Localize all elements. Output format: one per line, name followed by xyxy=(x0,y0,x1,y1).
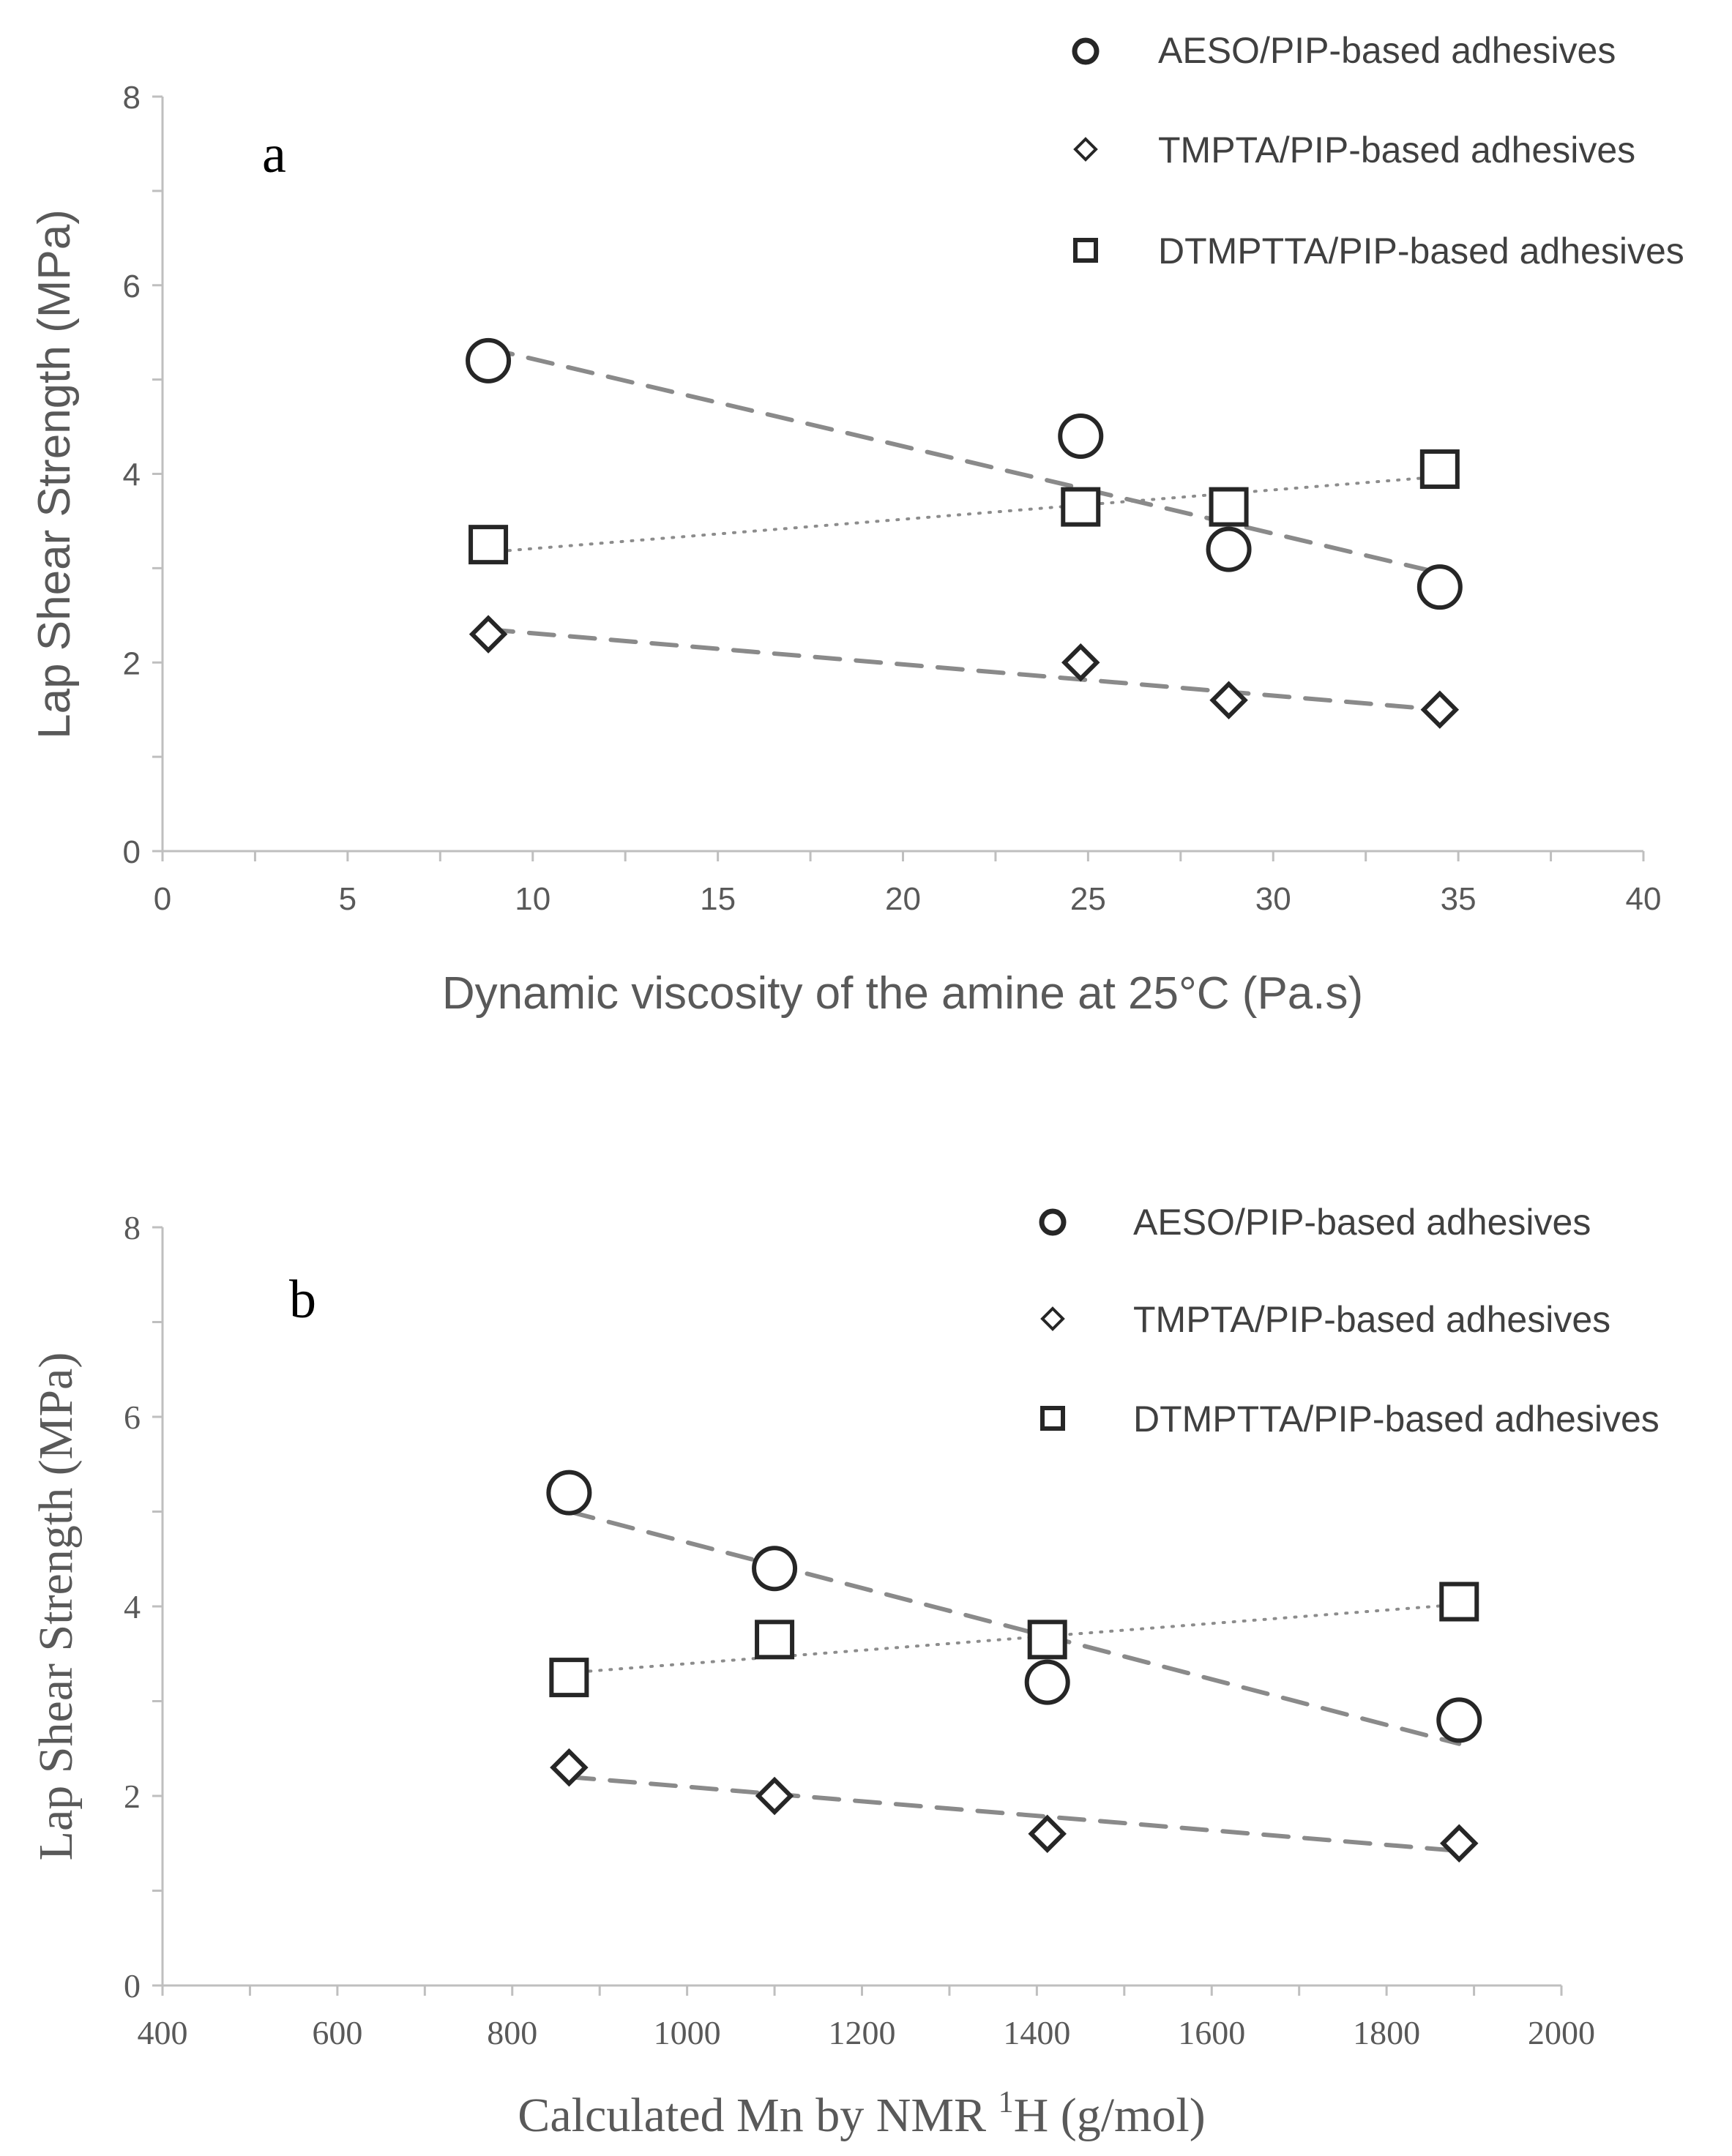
legend-square-marker xyxy=(1073,238,1098,263)
panel-a-y-ticks: 0 2 4 6 8 xyxy=(123,80,163,870)
x-tick-label: 40 xyxy=(1626,881,1662,917)
data-point-aeso xyxy=(546,1470,592,1516)
x-tick-label: 400 xyxy=(138,2014,188,2051)
data-point-dtmptta xyxy=(755,1620,795,1660)
x-tick-label: 25 xyxy=(1070,881,1106,917)
x-tick-label: 1000 xyxy=(654,2014,721,2051)
panel-b-x-axis-label-end: H (g/mol) xyxy=(1014,2089,1206,2142)
x-tick-label: 15 xyxy=(700,881,736,917)
data-point-aeso xyxy=(1024,1659,1070,1705)
data-point-dtmptta xyxy=(469,525,509,565)
y-tick-label: 2 xyxy=(123,645,141,681)
trendline-tmpta xyxy=(486,627,1442,712)
legend-label-aeso: AESO/PIP-based adhesives xyxy=(1158,30,1616,71)
x-tick-label: 1600 xyxy=(1178,2014,1245,2051)
legend-square-marker xyxy=(1040,1406,1065,1431)
data-point-dtmptta xyxy=(1061,487,1101,527)
panel-a-legend: AESO/PIP-based adhesives TMPTA/PIP-based… xyxy=(1072,30,1684,272)
data-point-tmpta xyxy=(1440,1824,1479,1863)
y-tick-label: 6 xyxy=(124,1399,141,1436)
x-tick-label: 1800 xyxy=(1353,2014,1420,2051)
data-point-aeso xyxy=(1206,526,1252,572)
y-tick-label: 0 xyxy=(124,1967,141,2005)
data-point-aeso xyxy=(1058,413,1104,459)
x-tick-label: 10 xyxy=(515,881,550,917)
data-point-tmpta xyxy=(469,615,508,654)
panel-b-trendlines xyxy=(567,1509,1462,1854)
data-point-aeso xyxy=(1416,564,1463,610)
data-point-tmpta xyxy=(755,1776,794,1816)
panel-a-x-ticks: 0 5 10 15 20 25 30 35 40 xyxy=(154,851,1662,917)
legend-label-dtmptta: DTMPTTA/PIP-based adhesives xyxy=(1158,231,1684,272)
data-point-tmpta xyxy=(1209,681,1248,720)
y-tick-label: 8 xyxy=(123,80,141,116)
panel-b-markers xyxy=(546,1470,1482,1863)
panel-b-legend: AESO/PIP-based adhesives TMPTA/PIP-based… xyxy=(1039,1202,1660,1440)
trendline-aeso xyxy=(567,1509,1462,1746)
panel-b-x-axis-label-main: Calculated Mn by NMR xyxy=(518,2089,998,2142)
x-tick-label: 5 xyxy=(339,881,357,917)
panel-a-x-axis-label: Dynamic viscosity of the amine at 25°C (… xyxy=(442,968,1363,1019)
panel-a-legend-item-dtmptta: DTMPTTA/PIP-based adhesives xyxy=(1073,231,1684,272)
panel-b-x-axis-label-superscript: 1 xyxy=(998,2086,1014,2119)
x-tick-label: 1200 xyxy=(829,2014,896,2051)
data-point-dtmptta xyxy=(1209,487,1249,527)
trendline-tmpta xyxy=(567,1775,1462,1854)
panel-b-y-axis-label: Lap Shear Strength (MPa) xyxy=(29,1352,83,1861)
y-tick-label: 4 xyxy=(123,457,141,493)
x-tick-label: 35 xyxy=(1441,881,1477,917)
y-tick-label: 4 xyxy=(124,1588,141,1625)
data-point-tmpta xyxy=(1028,1814,1067,1854)
x-tick-label: 2000 xyxy=(1528,2014,1595,2051)
chart-panel-b: 400 600 800 1000 1200 1400 1600 1800 2000 02468 … xyxy=(29,1202,1660,2142)
legend-diamond-marker xyxy=(1073,137,1098,162)
chart-panel-a: 0 5 10 15 20 25 30 35 40 0 2 4 6 8 a Dynamic viscosi… xyxy=(29,30,1684,1019)
y-tick-label: 2 xyxy=(124,1778,141,1815)
x-tick-label: 1400 xyxy=(1003,2014,1070,2051)
data-point-aeso xyxy=(752,1546,798,1592)
trendline-aeso xyxy=(486,346,1442,575)
panel-a-markers xyxy=(466,337,1463,729)
legend-label-tmpta: TMPTA/PIP-based adhesives xyxy=(1158,130,1635,171)
legend-circle-marker xyxy=(1072,37,1100,65)
x-tick-label: 600 xyxy=(312,2014,362,2051)
panel-b-x-axis-label: Calculated Mn by NMR 1H (g/mol) xyxy=(518,2086,1205,2142)
panel-a-legend-item-tmpta: TMPTA/PIP-based adhesives xyxy=(1073,130,1635,171)
panel-b-legend-item-dtmptta: DTMPTTA/PIP-based adhesives xyxy=(1040,1399,1660,1440)
panel-b-y-ticks: 0 2 4 6 8 xyxy=(124,1209,163,2005)
panel-a-y-axis-label: Lap Shear Strength (MPa) xyxy=(29,209,80,739)
data-point-aeso xyxy=(466,337,512,383)
data-point-dtmptta xyxy=(1419,449,1460,490)
y-tick-label: 6 xyxy=(123,269,141,304)
data-point-tmpta xyxy=(1420,690,1460,729)
data-point-dtmptta xyxy=(1439,1582,1479,1622)
y-tick-label: 0 xyxy=(123,834,141,870)
data-point-tmpta xyxy=(550,1748,589,1787)
legend-diamond-marker xyxy=(1040,1306,1065,1331)
panel-a-trendlines xyxy=(486,346,1442,712)
legend-label-dtmptta: DTMPTTA/PIP-based adhesives xyxy=(1133,1399,1660,1440)
legend-label-aeso: AESO/PIP-based adhesives xyxy=(1133,1202,1591,1243)
panel-b-legend-item-tmpta: TMPTA/PIP-based adhesives xyxy=(1040,1299,1610,1340)
data-point-tmpta xyxy=(1061,643,1100,682)
panel-b-x-ticks: 400 600 800 1000 1200 1400 1600 1800 2000 xyxy=(138,1985,1595,2051)
panel-a-label: a xyxy=(262,124,286,184)
panel-a-legend-item-aeso: AESO/PIP-based adhesives xyxy=(1072,30,1616,71)
data-point-aeso xyxy=(1436,1697,1482,1743)
legend-label-tmpta: TMPTA/PIP-based adhesives xyxy=(1133,1299,1610,1340)
legend-circle-marker xyxy=(1039,1208,1067,1236)
x-tick-label: 30 xyxy=(1255,881,1291,917)
y-tick-label: 8 xyxy=(124,1209,141,1246)
x-tick-label: 800 xyxy=(487,2014,537,2051)
data-point-dtmptta xyxy=(549,1658,589,1698)
x-tick-label: 20 xyxy=(885,881,921,917)
data-point-dtmptta xyxy=(1027,1620,1067,1660)
panel-b-label: b xyxy=(289,1270,316,1330)
x-tick-label: 0 xyxy=(154,881,171,917)
panel-b-legend-item-aeso: AESO/PIP-based adhesives xyxy=(1039,1202,1591,1243)
trendline-dtmptta xyxy=(567,1603,1461,1674)
